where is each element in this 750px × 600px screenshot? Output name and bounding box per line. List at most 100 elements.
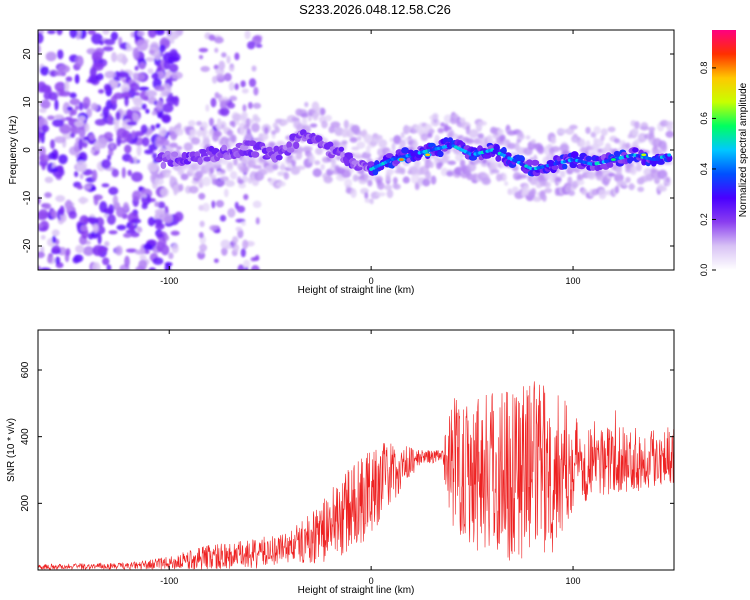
spectrogram-noise-blob — [168, 252, 174, 260]
spectrogram-noise-blob — [199, 243, 208, 252]
spectrogram-noise-blob — [88, 134, 96, 141]
spectrogram-noise-blob — [157, 233, 164, 238]
spectrogram-noise-blob — [39, 220, 50, 232]
spectrogram-noise-blob — [57, 49, 64, 60]
spectrogram-noise-blob — [219, 214, 227, 222]
colorbar-tick-label: 0.2 — [699, 213, 709, 226]
spectrogram-halo-blob — [438, 161, 444, 167]
spectrogram-noise-blob — [243, 259, 251, 269]
spectrogram-halo-blob — [478, 120, 487, 126]
spectrogram-noise-blob — [73, 254, 84, 263]
spectrogram-noise-blob — [74, 55, 84, 68]
spectrogram-noise-blob — [252, 102, 262, 109]
spectrogram-noise-blob — [214, 36, 224, 44]
spectrogram-halo-blob — [440, 167, 448, 177]
spectrogram-halo-blob — [245, 117, 251, 128]
spectrogram-halo-blob — [227, 161, 234, 169]
spectrogram-noise-blob — [160, 244, 170, 256]
spectrogram-noise-blob — [65, 116, 73, 121]
spectrogram-noise-blob — [241, 221, 246, 226]
spectrogram-ridge-point — [401, 147, 410, 154]
spectrogram-noise-blob — [132, 72, 139, 81]
spectrogram-noise-blob — [221, 247, 228, 256]
spectrogram-noise-blob — [101, 183, 110, 188]
spectrogram-noise-blob — [54, 136, 66, 144]
spectrogram-halo-blob — [473, 138, 481, 145]
spectrogram-halo-blob — [386, 189, 394, 199]
spectrogram-noise-blob — [126, 121, 138, 126]
spectrogram-noise-blob — [131, 130, 136, 139]
spectrogram-halo-blob — [504, 181, 509, 186]
spectrogram-noise-blob — [130, 106, 142, 111]
spectrogram-noise-blob — [102, 30, 110, 35]
spectrogram-halo-blob — [180, 173, 189, 181]
spectrogram-noise-blob — [92, 262, 101, 270]
spectrogram-noise-blob — [208, 34, 216, 41]
spectrogram-halo-blob — [665, 176, 671, 183]
spectrogram-noise-blob — [145, 108, 150, 114]
spectrogram-noise-blob — [154, 30, 165, 36]
spectrogram-noise-blob — [154, 208, 166, 215]
spectrogram-halo-blob — [444, 126, 452, 131]
spectrogram-halo-blob — [468, 129, 479, 139]
spectrogram-halo-blob — [530, 187, 537, 196]
spectrogram-halo-blob — [410, 174, 420, 184]
spectrogram-noise-blob — [243, 193, 249, 201]
spectrogram-halo-blob — [369, 198, 374, 205]
spectrogram-halo-blob — [364, 173, 369, 183]
spectrogram-noise-blob — [130, 218, 142, 224]
spectrogram-halo-blob — [187, 120, 196, 127]
spectrogram-noise-blob — [143, 243, 153, 251]
spectrogram-noise-blob — [155, 123, 161, 129]
spectrogram-y-tick-label: 10 — [22, 96, 33, 108]
spectrogram-y-tick-label: 20 — [22, 48, 33, 60]
spectrogram-ridge-point — [171, 151, 179, 157]
spectrogram-noise-blob — [38, 251, 46, 259]
spectrogram-noise-blob — [117, 71, 130, 78]
spectrogram-noise-blob — [69, 132, 76, 138]
spectrogram-noise-blob — [240, 80, 246, 88]
spectrogram-noise-blob — [112, 80, 118, 88]
spectrogram-halo-blob — [220, 176, 229, 182]
spectrogram-noise-blob — [108, 230, 118, 235]
spectrogram-noise-blob — [65, 76, 73, 82]
spectrogram-noise-blob — [157, 201, 166, 209]
spectrogram-halo-blob — [625, 176, 631, 183]
spectrogram-halo-blob — [615, 169, 622, 176]
spectrogram-noise-blob — [107, 154, 112, 160]
spectrogram-noise-blob — [141, 103, 147, 110]
spectrogram-halo-blob — [607, 172, 616, 177]
spectrogram-halo-blob — [275, 181, 286, 187]
spectrogram-halo-blob — [637, 186, 645, 193]
spectrogram-halo-blob — [280, 119, 289, 126]
spectrogram-noise-blob — [116, 224, 127, 231]
spectrogram-halo-blob — [430, 175, 437, 185]
spectrogram-halo-blob — [497, 128, 504, 135]
spectrogram-noise-blob — [157, 63, 162, 72]
spectrogram-noise-blob — [88, 74, 99, 84]
spectrogram-noise-blob — [131, 171, 143, 182]
spectrogram-noise-blob — [253, 86, 259, 96]
spectrogram-ridge-point — [585, 155, 593, 162]
spectrogram-noise-blob — [53, 70, 65, 76]
spectrogram-halo-blob — [400, 131, 405, 139]
spectrogram-noise-blob — [51, 245, 61, 254]
spectrogram-halo-blob — [295, 150, 303, 160]
spectrogram-halo-blob — [341, 168, 352, 179]
spectrogram-noise-blob — [94, 118, 107, 126]
spectrogram-halo-blob — [377, 181, 385, 190]
spectrogram-hotspot — [425, 153, 431, 157]
spectrogram-noise-blob — [122, 202, 129, 212]
spectrogram-noise-blob — [232, 236, 239, 244]
spectrogram-noise-blob — [87, 216, 94, 223]
spectrogram-noise-blob — [164, 263, 171, 270]
spectrogram-noise-blob — [252, 256, 260, 262]
spectrogram-noise-blob — [83, 184, 93, 190]
spectrogram-halo-blob — [459, 117, 466, 124]
spectrogram-halo-blob — [600, 134, 605, 141]
spectrogram-noise-blob — [140, 124, 148, 134]
spectrogram-ridge-point — [286, 141, 293, 149]
spectrogram-noise-blob — [246, 41, 256, 50]
spectrogram-noise-blob — [234, 52, 240, 61]
spectrogram-noise-blob — [248, 78, 257, 88]
